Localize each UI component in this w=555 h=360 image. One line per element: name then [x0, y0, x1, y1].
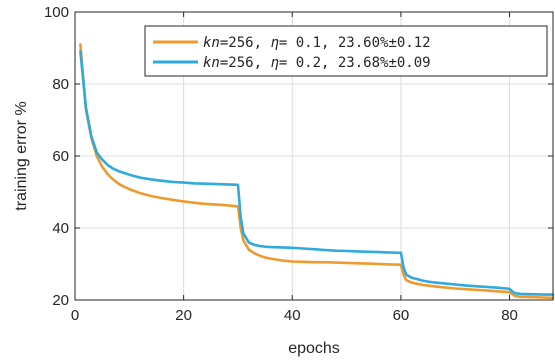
y-tick-label: 100: [44, 4, 69, 21]
legend-entry-series-1: kn=256, η= 0.1, 23.60%±0.12: [203, 35, 431, 51]
legend-box: [144, 25, 548, 77]
legend: kn=256, η= 0.1, 23.60%±0.12 kn=256, η= 0…: [144, 25, 548, 77]
legend-var: kn: [203, 55, 220, 71]
legend-entry-series-2: kn=256, η= 0.2, 23.68%±0.09: [203, 55, 431, 71]
x-tick-label: 20: [175, 307, 192, 324]
x-tick-label: 0: [71, 307, 79, 324]
x-tick-label: 60: [393, 307, 410, 324]
y-tick-label: 20: [52, 292, 69, 309]
y-tick-label: 60: [52, 148, 69, 165]
x-tick-label: 80: [501, 307, 518, 324]
legend-part: = 0.1, 23.60%±0.12: [279, 35, 431, 51]
y-tick-label: 40: [52, 220, 69, 237]
series-line-1: [79, 43, 555, 300]
series-line-2: [79, 50, 555, 296]
y-tick-label: 80: [52, 76, 69, 93]
legend-part: =256,: [220, 35, 271, 51]
x-tick-label: 40: [284, 307, 301, 324]
legend-eta: η: [270, 35, 278, 51]
x-axis-label: epochs: [288, 340, 340, 357]
y-axis-label: training error %: [13, 101, 30, 210]
legend-part: = 0.2, 23.68%±0.09: [279, 55, 431, 71]
series-layer: [79, 43, 555, 300]
legend-var: kn: [203, 35, 220, 51]
legend-part: =256,: [220, 55, 271, 71]
legend-eta: η: [270, 55, 278, 71]
axis-ticks: [74, 11, 553, 301]
